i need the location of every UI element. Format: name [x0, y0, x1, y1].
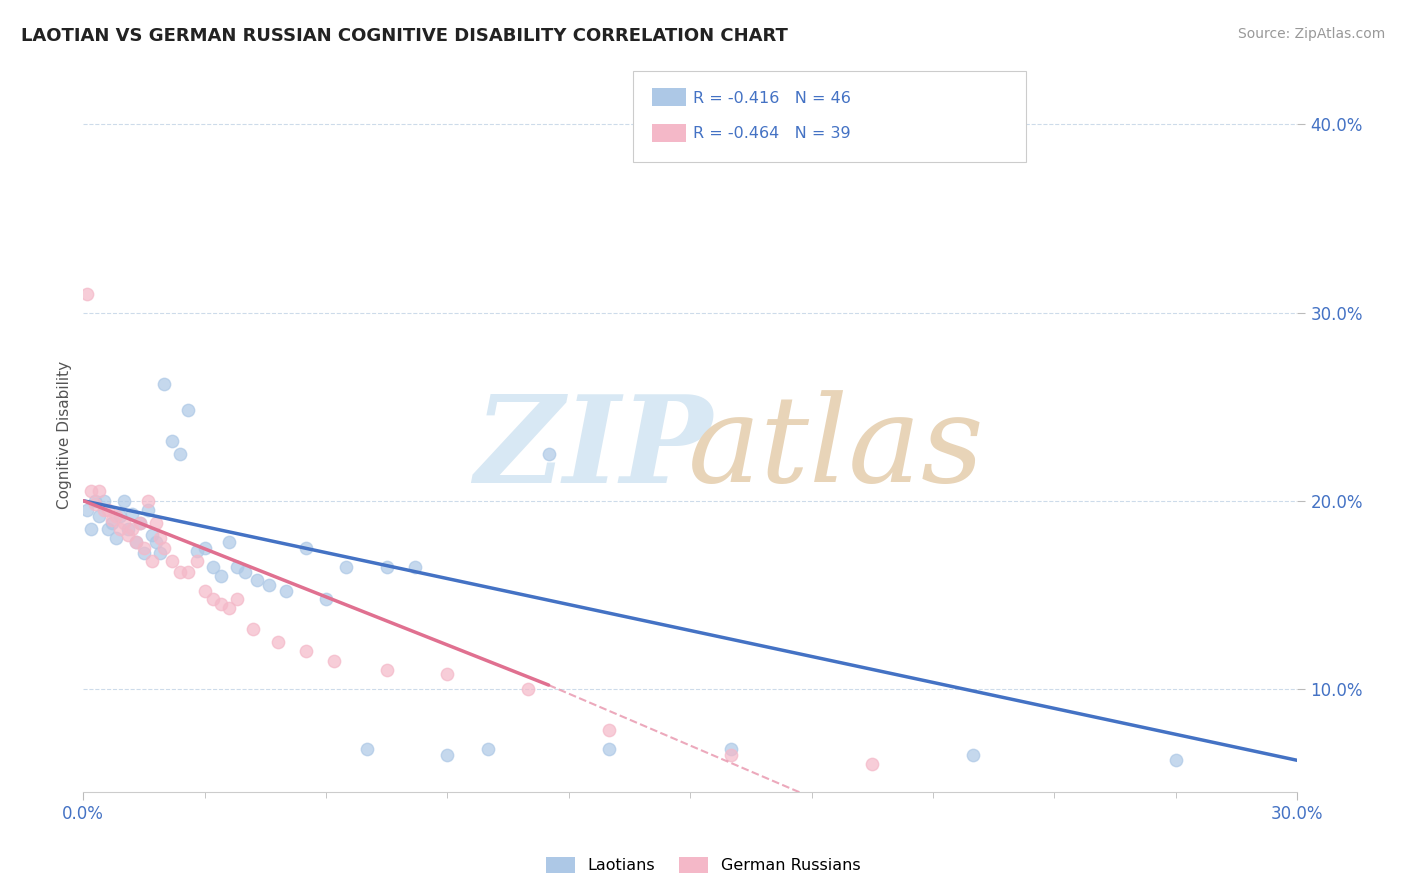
- Point: [104, 532, 127, 546]
- Point: [117, 527, 139, 541]
- Point: [860, 757, 883, 772]
- Point: [259, 578, 281, 592]
- Point: [136, 503, 159, 517]
- Point: [149, 546, 172, 560]
- Point: [129, 516, 152, 531]
- Point: [209, 597, 232, 611]
- Point: [233, 565, 256, 579]
- Point: [177, 403, 200, 417]
- Point: [104, 508, 127, 523]
- Point: [125, 535, 148, 549]
- Point: [1164, 753, 1187, 767]
- Point: [100, 512, 122, 526]
- Text: R = -0.464   N = 39: R = -0.464 N = 39: [693, 127, 851, 141]
- Point: [720, 747, 742, 762]
- Point: [517, 681, 540, 696]
- Point: [80, 522, 103, 536]
- Point: [218, 535, 240, 549]
- Point: [80, 484, 103, 499]
- Point: [97, 522, 120, 536]
- Y-axis label: Cognitive Disability: Cognitive Disability: [58, 360, 72, 509]
- Point: [598, 742, 620, 756]
- Point: [315, 591, 337, 606]
- Point: [356, 742, 378, 756]
- Point: [162, 434, 184, 448]
- Point: [186, 554, 208, 568]
- Point: [112, 493, 135, 508]
- Point: [404, 559, 426, 574]
- Point: [76, 286, 98, 301]
- Point: [97, 503, 120, 517]
- Point: [145, 535, 167, 549]
- Point: [162, 554, 184, 568]
- Point: [720, 742, 742, 756]
- Point: [266, 634, 288, 648]
- Point: [132, 541, 155, 555]
- Text: R = -0.416   N = 46: R = -0.416 N = 46: [693, 91, 851, 105]
- Point: [112, 516, 135, 531]
- Point: [242, 622, 264, 636]
- Point: [117, 522, 139, 536]
- Point: [89, 484, 111, 499]
- Point: [169, 447, 191, 461]
- Point: [153, 541, 176, 555]
- Point: [218, 601, 240, 615]
- Point: [295, 644, 318, 658]
- Point: [962, 747, 984, 762]
- Point: [84, 498, 107, 512]
- Point: [149, 532, 172, 546]
- Point: [129, 516, 152, 531]
- Text: atlas: atlas: [688, 391, 984, 508]
- Legend: Laotians, German Russians: Laotians, German Russians: [540, 850, 866, 880]
- Point: [108, 522, 131, 536]
- Point: [132, 546, 155, 560]
- Point: [295, 541, 318, 555]
- Point: [537, 447, 560, 461]
- Point: [477, 742, 499, 756]
- Point: [145, 516, 167, 531]
- Point: [226, 559, 249, 574]
- Point: [246, 573, 269, 587]
- Point: [169, 565, 191, 579]
- Point: [108, 508, 131, 523]
- Point: [335, 559, 357, 574]
- Point: [436, 666, 458, 681]
- Point: [76, 503, 98, 517]
- Text: LAOTIAN VS GERMAN RUSSIAN COGNITIVE DISABILITY CORRELATION CHART: LAOTIAN VS GERMAN RUSSIAN COGNITIVE DISA…: [21, 27, 787, 45]
- Point: [84, 493, 107, 508]
- Point: [274, 584, 297, 599]
- Point: [100, 516, 122, 531]
- Point: [323, 654, 346, 668]
- Point: [375, 559, 398, 574]
- Point: [153, 377, 176, 392]
- Point: [375, 663, 398, 677]
- Point: [436, 747, 458, 762]
- Point: [141, 527, 163, 541]
- Point: [93, 493, 115, 508]
- Point: [177, 565, 200, 579]
- Point: [194, 541, 217, 555]
- Point: [93, 503, 115, 517]
- Point: [226, 591, 249, 606]
- Point: [209, 569, 232, 583]
- Point: [186, 544, 208, 558]
- Point: [121, 507, 143, 521]
- Point: [194, 584, 217, 599]
- Point: [89, 508, 111, 523]
- Point: [121, 522, 143, 536]
- Text: ZIP: ZIP: [474, 390, 713, 508]
- Point: [201, 559, 224, 574]
- Point: [598, 723, 620, 738]
- Point: [125, 535, 148, 549]
- Point: [136, 493, 159, 508]
- Point: [141, 554, 163, 568]
- Text: Source: ZipAtlas.com: Source: ZipAtlas.com: [1237, 27, 1385, 41]
- Point: [201, 591, 224, 606]
